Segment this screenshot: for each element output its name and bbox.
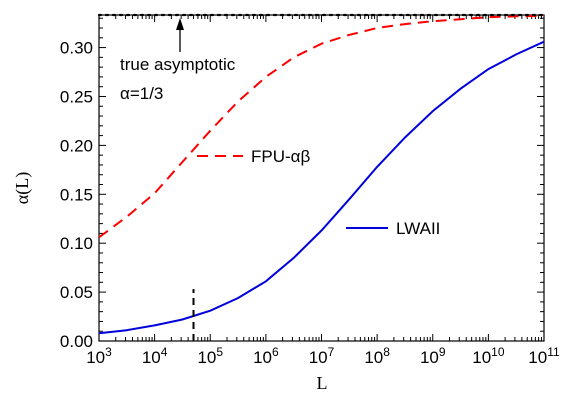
y-axis-title: α(L) <box>12 172 33 204</box>
y-tick-label: 0.25 <box>60 87 93 106</box>
y-tick-label: 0.20 <box>60 136 93 155</box>
asymptote-label-line1: true asymptotic <box>120 55 236 74</box>
x-tick-label: 103 <box>86 345 112 367</box>
x-tick-label: 108 <box>364 345 390 367</box>
x-tick-label: 105 <box>197 345 223 367</box>
series-line-FPU-αβ <box>98 14 545 239</box>
x-tick-label: 1010 <box>472 345 505 367</box>
y-tick-label: 0.05 <box>60 283 93 302</box>
asymptote-label-line2: α=1/3 <box>120 84 163 103</box>
y-tick-label: 0.00 <box>60 332 93 351</box>
asymptote-arrow-head <box>176 18 184 30</box>
fpu-legend-label: FPU-αβ <box>251 147 310 166</box>
series-line-LWAII <box>98 40 545 335</box>
y-tick-label: 0.30 <box>60 39 93 58</box>
x-axis-title: L <box>317 373 328 393</box>
y-tick-label: 0.15 <box>60 185 93 204</box>
y-tick-label: 0.10 <box>60 234 93 253</box>
x-tick-label: 106 <box>253 345 279 367</box>
lwa-legend-label: LWAII <box>396 219 440 238</box>
x-tick-label: 107 <box>309 345 335 367</box>
x-tick-label: 109 <box>420 345 446 367</box>
x-tick-label: 1011 <box>528 345 560 367</box>
x-tick-label: 104 <box>142 345 168 367</box>
